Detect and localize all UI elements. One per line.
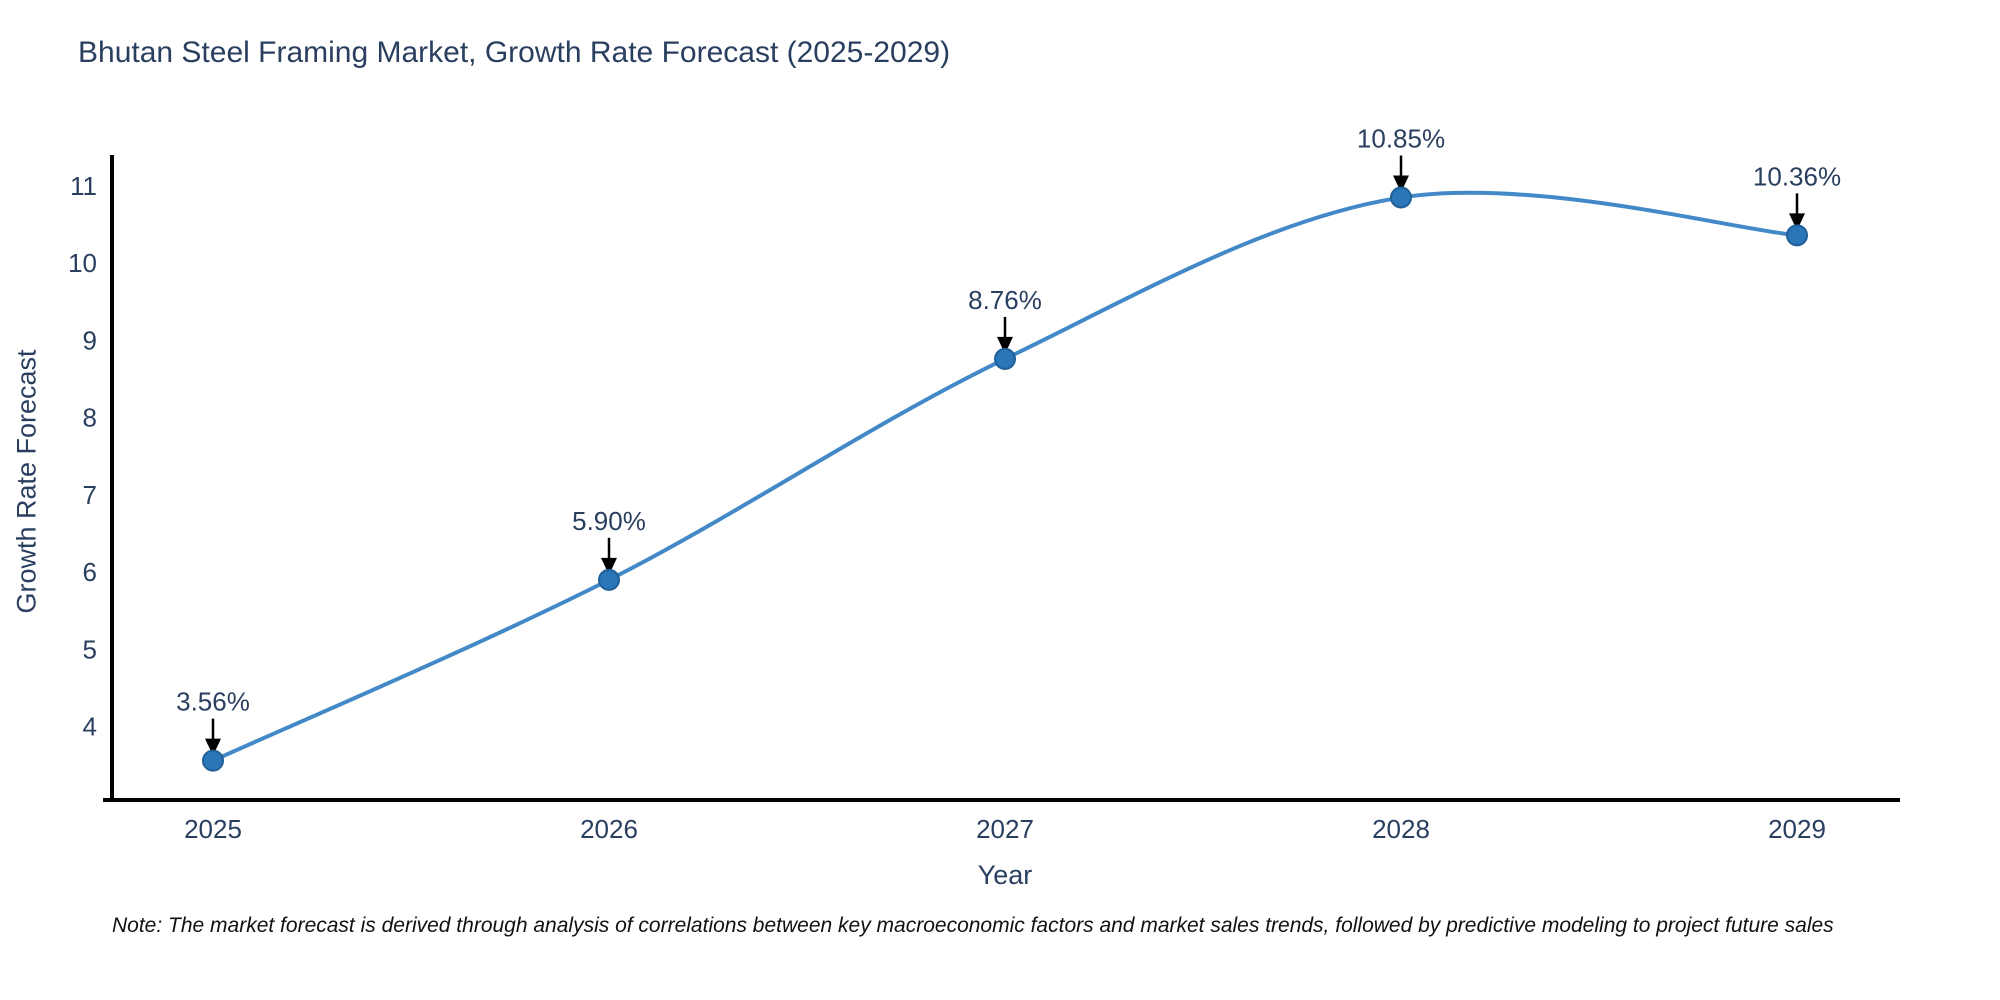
data-point[interactable] <box>1786 224 1808 247</box>
x-tick-label: 2026 <box>580 814 638 844</box>
data-point[interactable] <box>994 347 1016 370</box>
annotation-arrowhead-icon <box>205 738 221 756</box>
annotation-arrowhead-icon <box>997 336 1013 354</box>
y-tick-label: 11 <box>70 171 97 201</box>
x-tick-label: 2027 <box>976 814 1034 844</box>
y-tick-label: 10 <box>68 248 97 278</box>
y-tick-label: 7 <box>83 480 97 510</box>
data-point-label: 10.36% <box>1753 161 1841 191</box>
y-tick-label: 4 <box>83 712 97 742</box>
annotation-arrowhead-icon <box>601 557 617 575</box>
y-tick-label: 8 <box>83 403 97 433</box>
data-point[interactable] <box>202 749 224 772</box>
data-point-label: 8.76% <box>968 285 1042 315</box>
chart-footnote: Note: The market forecast is derived thr… <box>112 914 1834 937</box>
y-tick-label: 5 <box>83 634 97 664</box>
y-axis-title: Growth Rate Forecast <box>11 349 42 614</box>
data-point-label: 5.90% <box>572 506 646 536</box>
y-tick-label: 6 <box>83 557 97 587</box>
annotation-arrowhead-icon <box>1789 213 1805 231</box>
x-tick-label: 2028 <box>1372 814 1430 844</box>
data-point-label: 3.56% <box>176 687 250 717</box>
data-point[interactable] <box>598 568 620 591</box>
annotation-arrowhead-icon <box>1393 175 1409 193</box>
data-point[interactable] <box>1390 186 1412 209</box>
x-tick-label: 2029 <box>1768 814 1826 844</box>
x-axis-title: Year <box>977 860 1033 890</box>
forecast-line <box>212 190 1798 763</box>
data-point-label: 10.85% <box>1357 123 1445 153</box>
y-tick-label: 9 <box>83 325 97 355</box>
chart-title: Bhutan Steel Framing Market, Growth Rate… <box>78 36 951 69</box>
x-tick-label: 2025 <box>184 814 242 844</box>
